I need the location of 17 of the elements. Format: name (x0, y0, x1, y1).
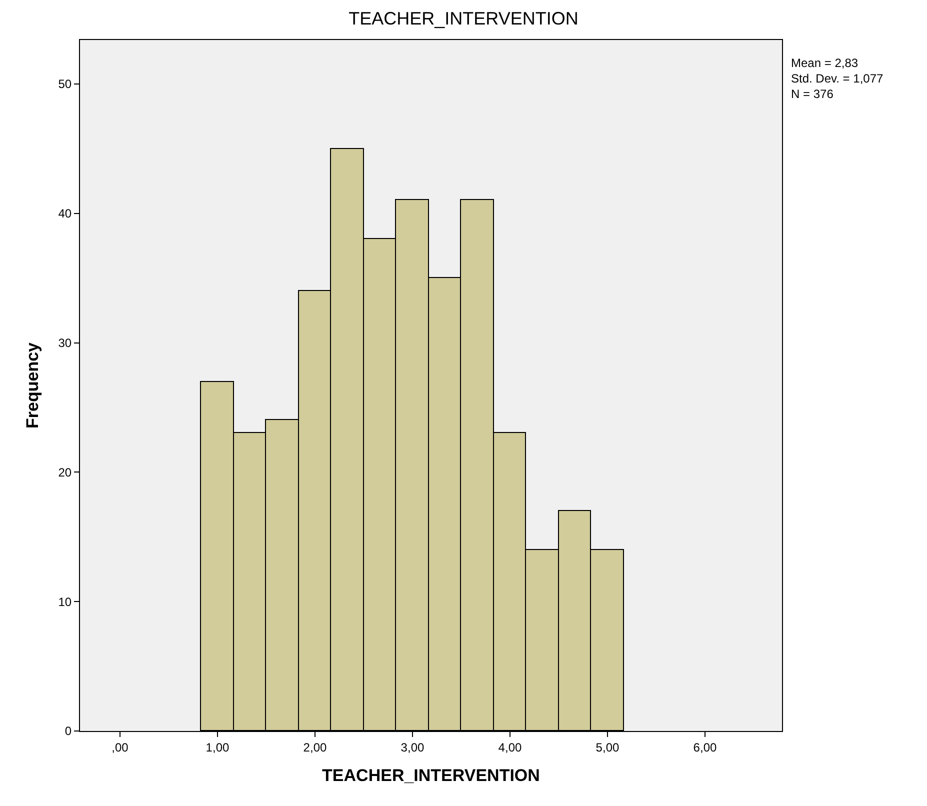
chart-title: TEACHER_INTERVENTION (348, 8, 578, 29)
x-tick-label: 1,00 (206, 740, 230, 754)
x-tick-label: 5,00 (596, 740, 620, 754)
y-tick-label: 40 (58, 206, 72, 221)
x-tick-label: 6,00 (693, 740, 717, 754)
y-tick-label: 50 (58, 77, 72, 92)
y-axis-title: Frequency (22, 342, 42, 428)
x-tick-label: 3,00 (400, 740, 424, 754)
text: Mean = 2,83 Std. Dev. = 1,077 N = 376 (791, 56, 884, 102)
y-tick-label: 20 (58, 465, 72, 480)
x-tick-label: 4,00 (498, 740, 522, 754)
x-axis-title: TEACHER_INTERVENTION (322, 766, 540, 785)
y-tick-label: 30 (58, 336, 72, 350)
x-tick-label: ,00 (112, 740, 129, 754)
x-tick-label: 2,00 (303, 740, 327, 754)
y-tick-label: 0 (64, 724, 72, 738)
y-tick-label: 10 (58, 594, 72, 609)
